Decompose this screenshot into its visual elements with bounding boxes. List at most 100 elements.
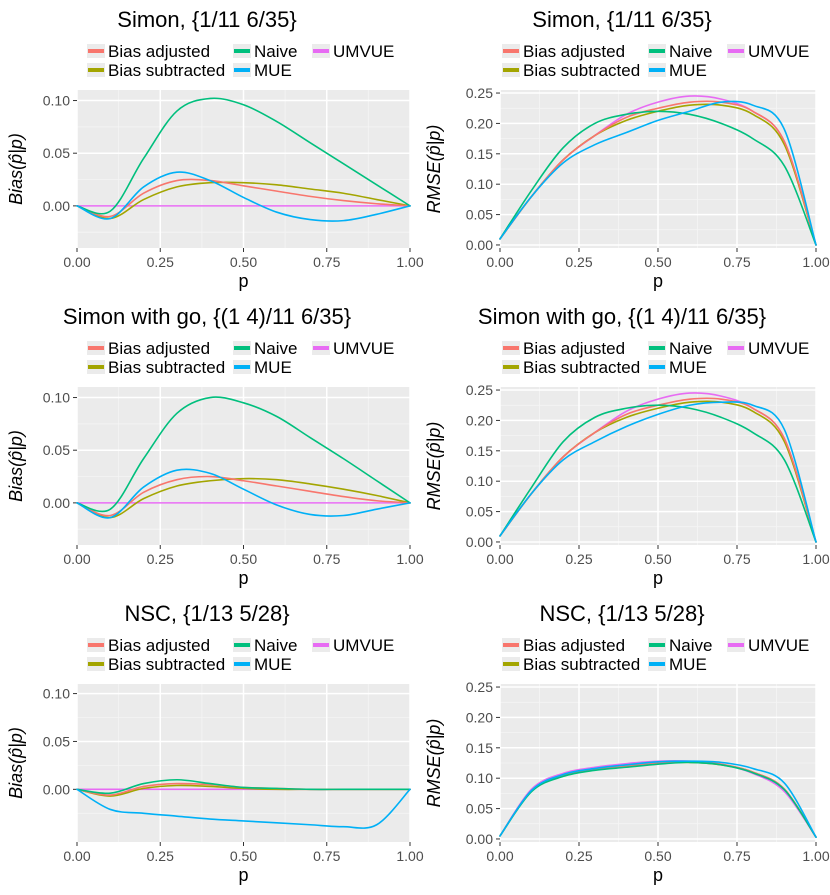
legend-label: Naive xyxy=(254,636,297,655)
y-tick-label: 0.20 xyxy=(466,709,493,725)
y-tick-label: 0.10 xyxy=(466,176,493,192)
series-line-mue xyxy=(76,171,411,222)
x-tick-label: 0.25 xyxy=(147,254,174,270)
panel-4: Simon with go, {(1 4)/11 6/35} Bias adjus… xyxy=(424,304,830,588)
legend-label: Bias subtracted xyxy=(523,61,640,80)
x-tick-label: 0.25 xyxy=(565,254,592,270)
y-tick-label: 0.00 xyxy=(466,237,493,253)
series-line-bias-subtracted xyxy=(76,477,411,519)
x-tick-label: 0.75 xyxy=(313,254,340,270)
legend-label: Naive xyxy=(254,339,297,358)
y-axis-label: RMSE(p̂|p) xyxy=(424,422,444,511)
y-tick-label: 0.00 xyxy=(43,495,70,511)
y-tick-label: 0.15 xyxy=(466,443,493,459)
legend-label: Bias subtracted xyxy=(523,358,640,377)
y-tick-label: 0.25 xyxy=(466,85,493,101)
legend-label: UMVUE xyxy=(748,42,809,61)
panel-6: NSC, {1/13 5/28} Bias adjusted Naive UMVUE B… xyxy=(424,601,830,885)
legend-label: Bias adjusted xyxy=(523,339,625,358)
x-tick-label: 1.00 xyxy=(802,848,829,864)
x-tick-label: 0.75 xyxy=(723,551,750,567)
series-line-mue xyxy=(499,401,817,543)
x-tick-label: 0.50 xyxy=(230,551,257,567)
x-tick-label: 0.75 xyxy=(723,254,750,270)
x-tick-label: 0.00 xyxy=(63,254,90,270)
y-tick-label: 0.05 xyxy=(43,442,70,458)
legend-label: Bias subtracted xyxy=(108,655,225,674)
panel-1: Simon, {1/11 6/35} Bias adjusted Naive UMVU… xyxy=(6,7,424,291)
y-tick-label: 0.10 xyxy=(43,686,70,702)
x-tick-label: 0.00 xyxy=(63,551,90,567)
series-line-bias-adjusted xyxy=(76,178,411,218)
legend-label: UMVUE xyxy=(333,636,394,655)
legend-label: MUE xyxy=(669,61,707,80)
legend-label: MUE xyxy=(669,655,707,674)
x-tick-label: 0.00 xyxy=(63,848,90,864)
x-tick-label: 1.00 xyxy=(396,551,423,567)
y-tick-label: 0.05 xyxy=(466,504,493,520)
legend-label: Bias adjusted xyxy=(523,636,625,655)
y-axis-label: RMSE(p̂|p) xyxy=(424,125,444,214)
x-tick-label: 0.00 xyxy=(486,254,513,270)
x-tick-label: 0.75 xyxy=(723,848,750,864)
legend-label: UMVUE xyxy=(748,636,809,655)
y-tick-label: 0.05 xyxy=(43,145,70,161)
y-tick-label: 0.25 xyxy=(466,679,493,695)
legend-label: Naive xyxy=(669,42,712,61)
legend-label: MUE xyxy=(254,61,292,80)
panel-3: Simon with go, {(1 4)/11 6/35} Bias adjus… xyxy=(6,304,424,588)
x-tick-label: 0.25 xyxy=(147,551,174,567)
x-axis-label: p xyxy=(238,865,248,885)
y-axis-label: Bias(p̂|p) xyxy=(6,133,26,205)
series-line-bias-adjusted xyxy=(76,475,411,517)
panel-2: Simon, {1/11 6/35} Bias adjusted Naive UMVU… xyxy=(424,7,830,291)
legend-label: Naive xyxy=(669,636,712,655)
x-tick-label: 0.25 xyxy=(147,848,174,864)
y-tick-label: 0.00 xyxy=(466,534,493,550)
x-axis-label: p xyxy=(653,568,663,588)
legend-label: Bias adjusted xyxy=(108,636,210,655)
y-axis-label: Bias(p̂|p) xyxy=(6,430,26,502)
series-line-naive xyxy=(76,396,411,513)
x-tick-label: 0.50 xyxy=(644,848,671,864)
chart-title: Simon, {1/11 6/35} xyxy=(532,7,711,32)
y-tick-label: 0.20 xyxy=(466,412,493,428)
legend-label: Bias subtracted xyxy=(523,655,640,674)
series-line-naive xyxy=(499,110,817,246)
legend-label: MUE xyxy=(254,358,292,377)
panel-5: NSC, {1/13 5/28} Bias adjusted Naive UMVUE B… xyxy=(6,601,424,885)
x-tick-label: 1.00 xyxy=(802,254,829,270)
x-tick-label: 0.50 xyxy=(230,848,257,864)
y-tick-label: 0.00 xyxy=(43,781,70,797)
y-tick-label: 0.15 xyxy=(466,740,493,756)
x-axis-label: p xyxy=(653,271,663,291)
x-tick-label: 0.25 xyxy=(565,551,592,567)
legend-label: UMVUE xyxy=(333,42,394,61)
y-tick-label: 0.10 xyxy=(43,390,70,406)
y-tick-label: 0.00 xyxy=(43,198,70,214)
legend-label: Naive xyxy=(669,339,712,358)
series-line-mue xyxy=(499,760,817,838)
x-tick-label: 0.75 xyxy=(313,551,340,567)
y-tick-label: 0.10 xyxy=(466,473,493,489)
series-line-bias-adjusted xyxy=(499,100,817,246)
y-tick-label: 0.10 xyxy=(466,770,493,786)
x-axis-label: p xyxy=(653,865,663,885)
legend-label: MUE xyxy=(254,655,292,674)
legend-label: Bias subtracted xyxy=(108,358,225,377)
series-line-naive xyxy=(499,761,817,838)
series-line-naive xyxy=(499,404,817,543)
series-line-mue xyxy=(76,788,411,829)
x-tick-label: 1.00 xyxy=(802,551,829,567)
legend-label: Bias subtracted xyxy=(108,61,225,80)
x-tick-label: 1.00 xyxy=(396,848,423,864)
y-tick-label: 0.00 xyxy=(466,831,493,847)
x-tick-label: 0.00 xyxy=(486,551,513,567)
chart-title: Simon, {1/11 6/35} xyxy=(117,7,296,32)
legend-label: UMVUE xyxy=(333,339,394,358)
legend-label: Bias adjusted xyxy=(523,42,625,61)
x-axis-label: p xyxy=(238,271,248,291)
x-tick-label: 0.50 xyxy=(230,254,257,270)
